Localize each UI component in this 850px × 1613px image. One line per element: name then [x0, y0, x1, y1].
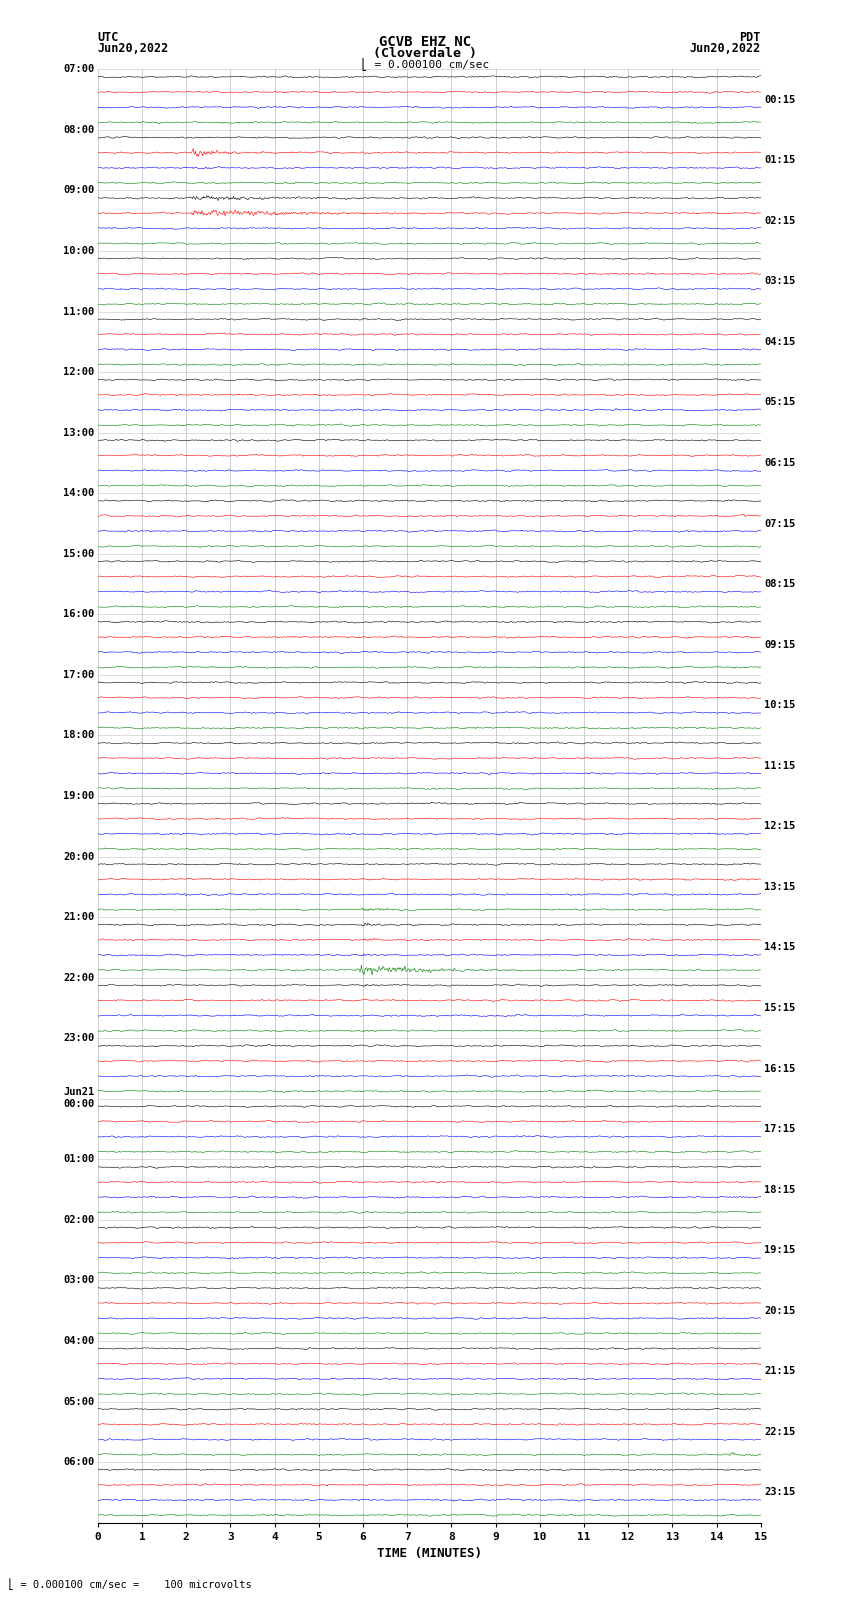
- Text: 16:15: 16:15: [764, 1063, 796, 1074]
- Text: 03:00: 03:00: [63, 1276, 94, 1286]
- X-axis label: TIME (MINUTES): TIME (MINUTES): [377, 1547, 482, 1560]
- Text: 22:15: 22:15: [764, 1428, 796, 1437]
- Text: 10:00: 10:00: [63, 247, 94, 256]
- Text: 12:15: 12:15: [764, 821, 796, 831]
- Text: 02:15: 02:15: [764, 216, 796, 226]
- Text: 00:00: 00:00: [63, 1098, 94, 1108]
- Text: 01:00: 01:00: [63, 1155, 94, 1165]
- Text: 01:15: 01:15: [764, 155, 796, 165]
- Text: 16:00: 16:00: [63, 610, 94, 619]
- Text: 07:15: 07:15: [764, 518, 796, 529]
- Text: GCVB EHZ NC: GCVB EHZ NC: [379, 35, 471, 48]
- Text: 07:00: 07:00: [63, 65, 94, 74]
- Text: 08:00: 08:00: [63, 124, 94, 135]
- Text: (Cloverdale ): (Cloverdale ): [373, 47, 477, 60]
- Text: 22:00: 22:00: [63, 973, 94, 982]
- Text: 23:15: 23:15: [764, 1487, 796, 1497]
- Text: 14:15: 14:15: [764, 942, 796, 952]
- Text: 19:15: 19:15: [764, 1245, 796, 1255]
- Text: ⎣ = 0.000100 cm/sec: ⎣ = 0.000100 cm/sec: [361, 58, 489, 71]
- Text: 13:15: 13:15: [764, 882, 796, 892]
- Text: 02:00: 02:00: [63, 1215, 94, 1224]
- Text: 11:15: 11:15: [764, 761, 796, 771]
- Text: Jun21: Jun21: [63, 1087, 94, 1097]
- Text: 21:15: 21:15: [764, 1366, 796, 1376]
- Text: 04:15: 04:15: [764, 337, 796, 347]
- Text: 15:15: 15:15: [764, 1003, 796, 1013]
- Text: 04:00: 04:00: [63, 1336, 94, 1345]
- Text: UTC: UTC: [98, 31, 119, 44]
- Text: 06:00: 06:00: [63, 1457, 94, 1468]
- Text: 20:15: 20:15: [764, 1307, 796, 1316]
- Text: 19:00: 19:00: [63, 790, 94, 802]
- Text: 12:00: 12:00: [63, 368, 94, 377]
- Text: 06:15: 06:15: [764, 458, 796, 468]
- Text: 00:15: 00:15: [764, 95, 796, 105]
- Text: 05:00: 05:00: [63, 1397, 94, 1407]
- Text: 17:00: 17:00: [63, 669, 94, 681]
- Text: PDT: PDT: [740, 31, 761, 44]
- Text: 21:00: 21:00: [63, 911, 94, 923]
- Text: 08:15: 08:15: [764, 579, 796, 589]
- Text: 05:15: 05:15: [764, 397, 796, 408]
- Text: 17:15: 17:15: [764, 1124, 796, 1134]
- Text: 03:15: 03:15: [764, 276, 796, 286]
- Text: 20:00: 20:00: [63, 852, 94, 861]
- Text: 14:00: 14:00: [63, 489, 94, 498]
- Text: Jun20,2022: Jun20,2022: [689, 42, 761, 55]
- Text: 10:15: 10:15: [764, 700, 796, 710]
- Text: 18:00: 18:00: [63, 731, 94, 740]
- Text: Jun20,2022: Jun20,2022: [98, 42, 169, 55]
- Text: 09:00: 09:00: [63, 185, 94, 195]
- Text: 11:00: 11:00: [63, 306, 94, 316]
- Text: 09:15: 09:15: [764, 640, 796, 650]
- Text: 18:15: 18:15: [764, 1184, 796, 1195]
- Text: ⎣ = 0.000100 cm/sec =    100 microvolts: ⎣ = 0.000100 cm/sec = 100 microvolts: [8, 1578, 252, 1590]
- Text: 23:00: 23:00: [63, 1034, 94, 1044]
- Text: 13:00: 13:00: [63, 427, 94, 437]
- Text: 15:00: 15:00: [63, 548, 94, 558]
